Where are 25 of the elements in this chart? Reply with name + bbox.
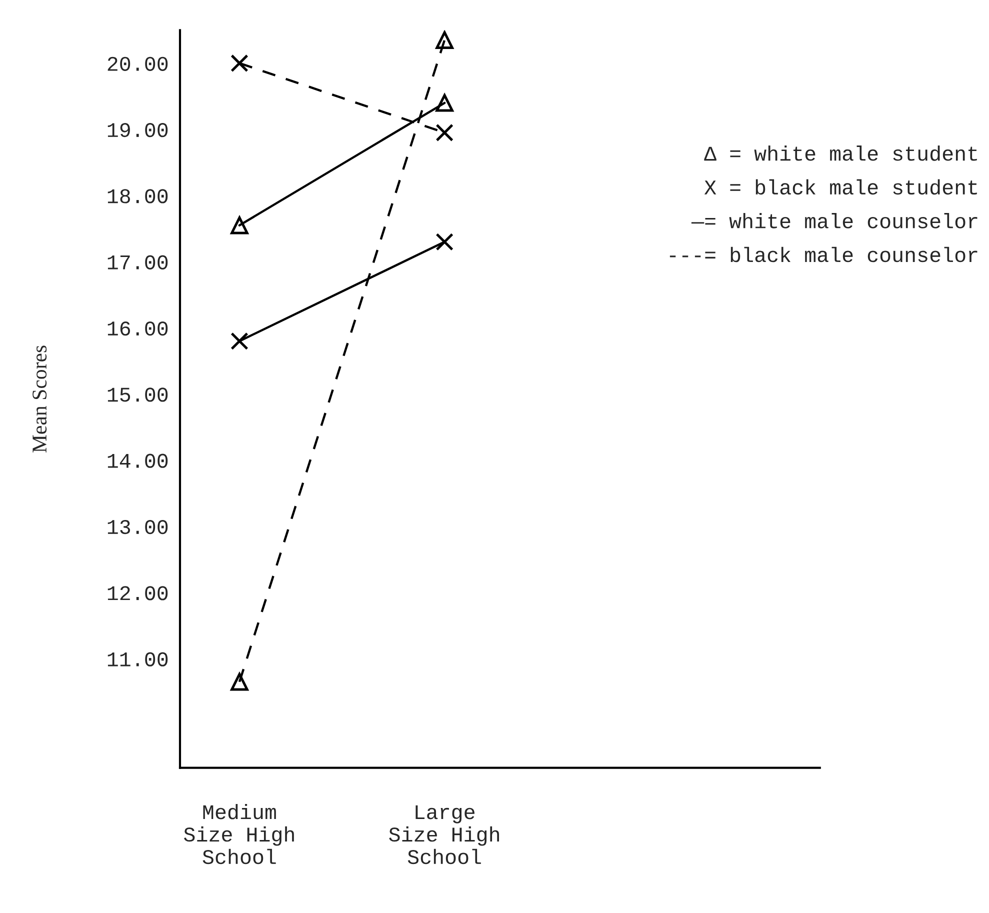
y-tick-label: 16.00 [108, 321, 168, 336]
x-tick-label: Medium Size High School [184, 804, 294, 864]
y-tick-label: 19.00 [108, 122, 168, 138]
text: ---= black male counselor [670, 246, 978, 262]
point [230, 332, 248, 350]
y-tick-label: 17.00 [108, 255, 168, 270]
y-tick-label: 13.00 [108, 520, 168, 534]
y-tick-label: 14.00 [108, 454, 168, 468]
y-tick-label: 11.00 [108, 652, 168, 666]
y-tick-label: 15.00 [108, 388, 168, 402]
y-axis-title: Mean Scores [32, 346, 47, 452]
point [230, 216, 248, 234]
text: Δ = white male student [704, 146, 977, 161]
text: X = black male student [704, 179, 977, 195]
y-tick-label: 12.00 [108, 586, 168, 600]
point [230, 672, 248, 691]
point [436, 94, 454, 112]
point [436, 124, 454, 142]
y-tick-label: 20.00 [108, 56, 168, 71]
point [436, 31, 454, 49]
point [230, 54, 248, 72]
text: —= white male counselor [691, 213, 978, 228]
y-tick-label: 18.00 [108, 189, 168, 204]
x-tick-label: Large Size High School [389, 805, 499, 864]
point [436, 232, 454, 251]
